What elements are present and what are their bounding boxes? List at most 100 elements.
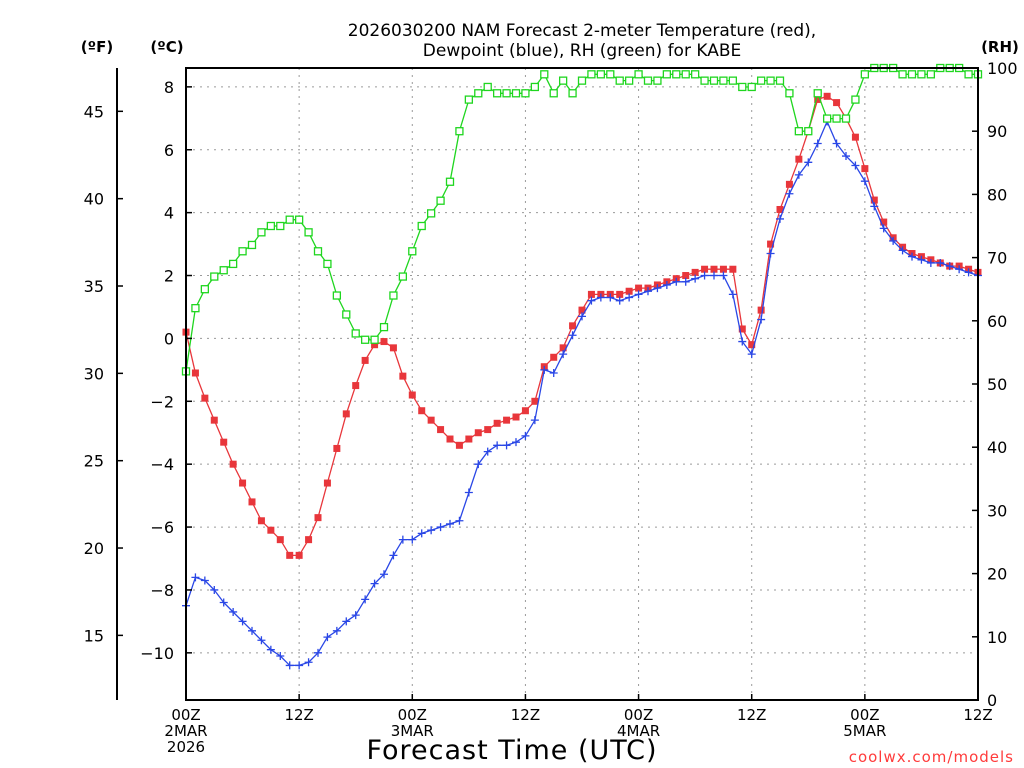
dewpoint-point xyxy=(879,224,888,233)
fahrenheit-unit-label: (ºF) xyxy=(81,38,113,56)
temperature-point xyxy=(257,517,265,525)
dewpoint-point xyxy=(568,331,577,340)
rh-point xyxy=(643,76,653,85)
dewpoint-point xyxy=(549,368,558,377)
rh-point xyxy=(483,82,492,92)
temperature-point xyxy=(550,353,558,361)
dewpoint-point xyxy=(615,296,624,305)
dewpoint-point xyxy=(625,293,634,302)
celsius-tick-label: 2 xyxy=(164,267,174,286)
dewpoint-point xyxy=(870,202,879,211)
dewpoint-point xyxy=(464,488,473,497)
temperature-point xyxy=(512,413,520,421)
rh-point xyxy=(690,70,700,79)
dewpoint-point xyxy=(710,271,718,280)
x-tick-label: 12Z xyxy=(284,706,313,724)
dewpoint-point xyxy=(200,576,209,585)
rh-point xyxy=(624,76,634,85)
rh-point xyxy=(813,89,822,98)
dewpoint-point xyxy=(776,214,784,223)
fahrenheit-tick-label: 35 xyxy=(84,277,104,296)
rh-point xyxy=(379,322,389,332)
rh-point xyxy=(511,89,521,98)
dewpoint-point xyxy=(342,617,351,626)
x-tick-label: 00Z xyxy=(850,706,879,724)
temperature-point xyxy=(795,155,803,163)
dewpoint-point xyxy=(389,551,398,560)
dewpoint-point xyxy=(248,626,256,635)
rh-point xyxy=(785,89,794,98)
dewpoint-point xyxy=(766,249,775,258)
gridlines xyxy=(186,68,978,700)
rh-point xyxy=(964,70,973,79)
temperature-point xyxy=(833,99,841,107)
x-tick-label: 00Z xyxy=(398,706,427,724)
rh-point xyxy=(662,70,672,79)
rh-point xyxy=(323,259,332,269)
temperature-point xyxy=(427,416,435,424)
rh-point xyxy=(926,70,936,79)
rh-point xyxy=(728,76,738,85)
rh-point xyxy=(577,76,587,85)
temperature-point xyxy=(191,369,199,377)
dewpoint-point xyxy=(530,416,539,425)
dewpoint-point xyxy=(917,255,926,264)
rh-point xyxy=(502,89,511,98)
dewpoint-point xyxy=(578,312,586,321)
rh-point xyxy=(257,228,266,237)
rh-point xyxy=(276,221,285,231)
dewpoint-point xyxy=(276,651,285,660)
fahrenheit-tick-label: 15 xyxy=(84,626,104,645)
dewpoint-point xyxy=(738,337,747,346)
temperature-point xyxy=(559,344,567,352)
rh-tick-label: 70 xyxy=(987,249,1007,268)
axis-ticks xyxy=(117,67,979,701)
rh-point xyxy=(615,76,624,85)
dewpoint-point xyxy=(898,246,907,255)
rh-point xyxy=(474,89,483,98)
dewpoint-point xyxy=(229,607,238,616)
fahrenheit-tick-label: 20 xyxy=(84,539,104,558)
rh-point xyxy=(408,247,417,256)
temperature-point xyxy=(635,284,643,292)
dewpoint-point xyxy=(285,661,294,670)
temperature-point xyxy=(465,435,473,443)
rh-point xyxy=(794,127,804,136)
temperature-point xyxy=(220,438,228,446)
rh-point xyxy=(719,76,728,85)
rh-point xyxy=(247,240,257,250)
rh-point xyxy=(907,70,917,79)
rh-point xyxy=(342,310,351,319)
rh-point xyxy=(304,228,313,237)
x-tick-label: 3MAR xyxy=(391,722,434,740)
dewpoint-point xyxy=(266,645,275,654)
rh-point xyxy=(332,291,342,300)
celsius-tick-label: 6 xyxy=(164,141,174,160)
rh-point xyxy=(841,114,851,123)
temperature-point xyxy=(229,460,237,468)
rh-point xyxy=(238,247,247,256)
temperature-point xyxy=(305,536,313,544)
dewpoint-point xyxy=(644,287,652,296)
temperature-point xyxy=(880,218,888,226)
dewpoint-point xyxy=(964,268,973,277)
dewpoint-point xyxy=(351,611,360,620)
dewpoint-point xyxy=(889,236,898,245)
chart-title-line1: 2026030200 NAM Forecast 2-meter Temperat… xyxy=(348,21,816,41)
rh-tick-label: 20 xyxy=(987,565,1007,584)
celsius-tick-label: −10 xyxy=(140,644,174,663)
rh-point xyxy=(775,76,785,85)
dewpoint-point xyxy=(634,290,643,299)
dewpoint-point xyxy=(455,516,464,525)
celsius-unit-label: (ºC) xyxy=(150,38,183,56)
rh-tick-label: 100 xyxy=(987,59,1018,78)
dewpoint-point xyxy=(257,636,266,645)
temperature-point xyxy=(625,287,633,295)
rh-point xyxy=(530,82,540,92)
rh-point xyxy=(398,272,408,281)
rh-point xyxy=(219,266,228,275)
dewpoint-point xyxy=(672,277,681,286)
temperature-point xyxy=(870,196,878,204)
